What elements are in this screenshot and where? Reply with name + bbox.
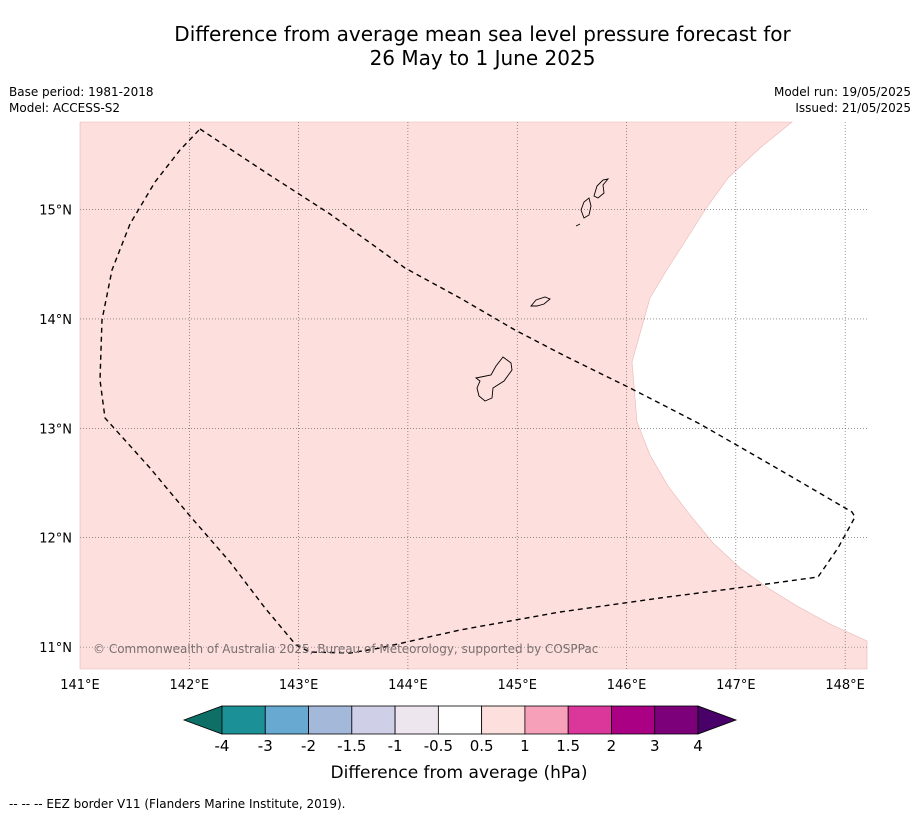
colorbar-tick-label: 1 bbox=[520, 737, 530, 755]
colorbar-bin bbox=[481, 705, 526, 735]
longitude-tick-label: 144°E bbox=[388, 678, 428, 693]
chart-title: Difference from average mean sea level p… bbox=[0, 22, 919, 70]
colorbar-tick-label: -1.5 bbox=[337, 737, 366, 755]
longitude-tick-label: 141°E bbox=[60, 678, 100, 693]
colorbar-extend-low bbox=[182, 705, 223, 735]
longitude-axis-labels: 141°E 142°E 143°E 144°E 145°E 146°E 147°E 148°E bbox=[60, 678, 865, 693]
colorbar-tick-label: 2 bbox=[607, 737, 617, 755]
colorbar-tick-labels: -4 -3 -2 -1.5 -1 -0.5 0.5 1 1.5 2 3 4 bbox=[215, 737, 703, 755]
colorbar-bin bbox=[437, 705, 483, 735]
colorbar-bin bbox=[567, 705, 612, 735]
colorbar-tick-label: -3 bbox=[258, 737, 273, 755]
colorbar-bin bbox=[524, 705, 569, 735]
colorbar-tick-label: -1 bbox=[388, 737, 403, 755]
longitude-tick-label: 147°E bbox=[716, 678, 756, 693]
latitude-tick-label: 15°N bbox=[39, 204, 72, 219]
colorbar-tick-label: -4 bbox=[215, 737, 230, 755]
graticule bbox=[80, 122, 867, 669]
island-saipan bbox=[593, 178, 610, 199]
colorbar-bin bbox=[221, 705, 266, 735]
copyright-text: © Commonwealth of Australia 2025, Bureau… bbox=[93, 642, 598, 656]
island-guam bbox=[474, 356, 513, 402]
colorbar-tick-label: -2 bbox=[301, 737, 316, 755]
latitude-tick-label: 11°N bbox=[39, 641, 72, 656]
colorbar-extend-high bbox=[697, 705, 738, 735]
colorbar-bin bbox=[351, 705, 396, 735]
island-aguijan bbox=[575, 223, 581, 227]
longitude-tick-label: 142°E bbox=[170, 678, 210, 693]
colorbar-tick-label: 0.5 bbox=[470, 737, 494, 755]
latitude-tick-label: 12°N bbox=[39, 532, 72, 547]
colorbar-bin bbox=[611, 705, 656, 735]
latitude-tick-label: 13°N bbox=[39, 422, 72, 437]
colorbar-tick-label: 4 bbox=[693, 737, 703, 755]
meta-right: Model run: 19/05/2025 Issued: 21/05/2025 bbox=[774, 84, 911, 116]
title-line-1: Difference from average mean sea level p… bbox=[174, 22, 791, 46]
longitude-tick-label: 145°E bbox=[497, 678, 537, 693]
colorbar-title: Difference from average (hPa) bbox=[331, 763, 588, 783]
footnote: -- -- -- EEZ border V11 (Flanders Marine… bbox=[9, 797, 346, 811]
issued-date: Issued: 21/05/2025 bbox=[795, 101, 911, 115]
meta-left: Base period: 1981-2018 Model: ACCESS-S2 bbox=[9, 84, 154, 116]
latitude-tick-label: 14°N bbox=[39, 313, 72, 328]
colorbar-bin bbox=[264, 705, 309, 735]
colorbar-tick-label: 1.5 bbox=[556, 737, 580, 755]
island-rota bbox=[530, 296, 551, 307]
longitude-tick-label: 143°E bbox=[279, 678, 319, 693]
colorbar-tick-label: -0.5 bbox=[424, 737, 453, 755]
eez-border bbox=[99, 128, 856, 654]
base-period: Base period: 1981-2018 bbox=[9, 85, 154, 99]
colorbar-bin bbox=[394, 705, 439, 735]
latitude-axis-labels: 15°N 14°N 13°N 12°N 11°N bbox=[39, 204, 72, 657]
title-line-2: 26 May to 1 June 2025 bbox=[369, 46, 596, 70]
island-tinian bbox=[580, 197, 592, 219]
colorbar bbox=[182, 705, 738, 735]
map-panel[interactable]: © Commonwealth of Australia 2025, Bureau… bbox=[79, 121, 868, 670]
colorbar-tick-label: 3 bbox=[650, 737, 660, 755]
anomaly-region-0-5-to-1 bbox=[79, 121, 868, 670]
longitude-tick-label: 148°E bbox=[825, 678, 865, 693]
model-run: Model run: 19/05/2025 bbox=[773, 85, 911, 99]
colorbar-bin bbox=[654, 705, 699, 735]
islands bbox=[474, 178, 610, 402]
colorbar-bin bbox=[308, 705, 353, 735]
model-name: Model: ACCESS-S2 bbox=[9, 101, 121, 115]
longitude-tick-label: 146°E bbox=[607, 678, 647, 693]
